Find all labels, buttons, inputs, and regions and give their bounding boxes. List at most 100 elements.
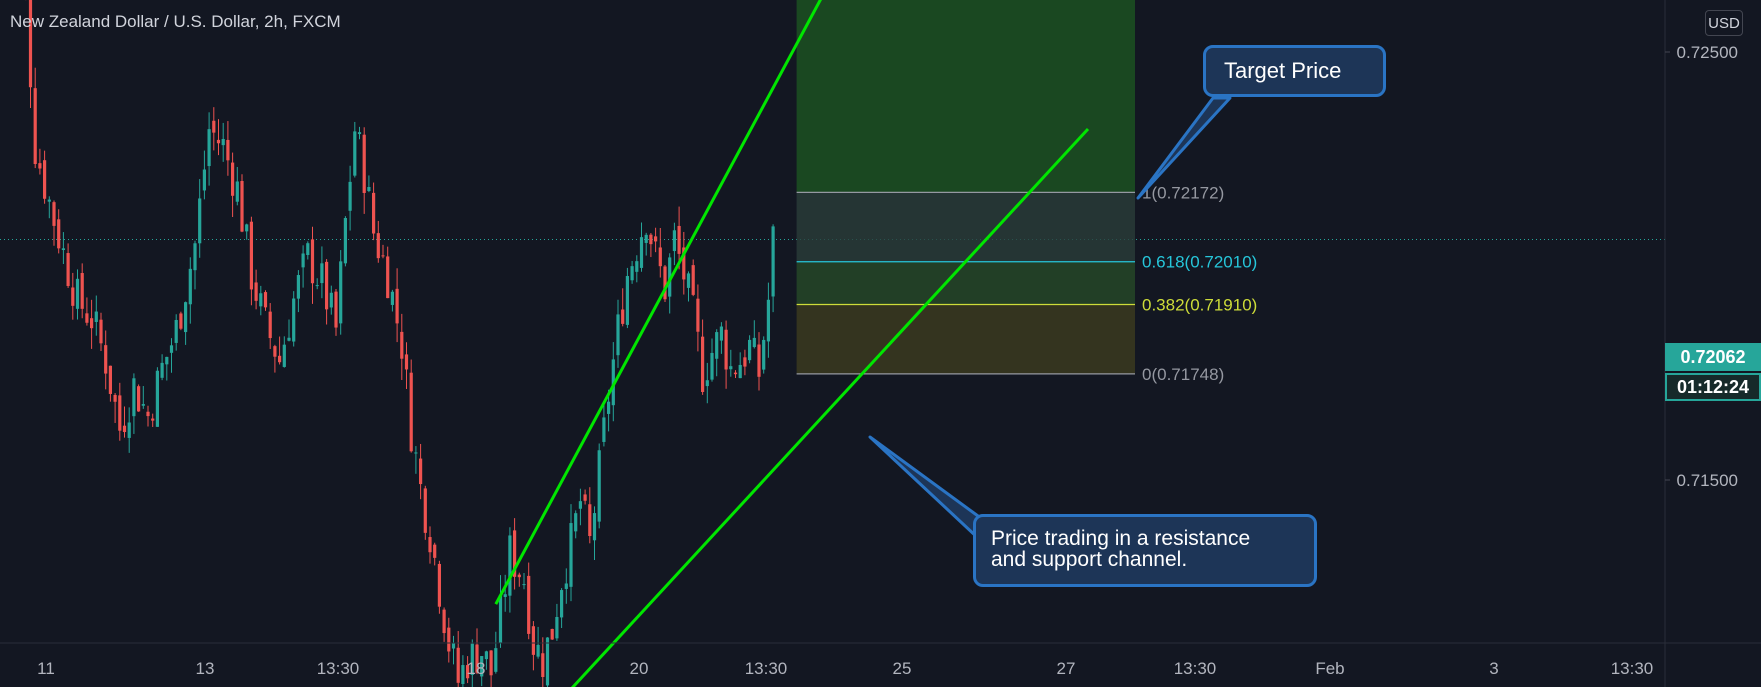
candle-body [155,370,159,427]
candle-body [137,386,141,412]
candle-body [296,275,300,299]
fib-zone-middle [796,261,1135,305]
candle-body [592,513,597,541]
candle-body [240,181,244,232]
candle-body [357,132,362,135]
candle-body [686,273,691,288]
candle-body [710,352,714,380]
candle-body [43,160,47,199]
candle-body [475,644,479,673]
candle-body [367,186,371,192]
candle-body [527,575,531,634]
candle-body [315,285,319,287]
symbol-title[interactable]: New Zealand Dollar / U.S. Dollar, 2h, FX… [10,12,341,31]
candle-body [461,665,465,684]
candle-body [569,523,573,587]
candle-body [376,233,380,259]
candle-body [771,226,775,297]
candle-body [362,134,366,193]
candle-body [329,292,333,308]
current-price-badge: 0.72062 [1665,343,1761,371]
fib-level-label: 1(0.72172) [1142,183,1224,202]
candle-body [508,535,512,596]
candle-body [104,345,108,374]
candle-body [193,243,197,271]
candle-body [33,88,37,165]
candle-body [701,336,705,392]
candle-body [414,452,418,454]
candle-body [259,293,263,307]
candle-body [146,411,150,417]
candle-body [513,530,517,577]
candle-body [724,329,728,370]
candle-body [715,332,719,359]
candle-body [85,313,89,323]
candle-body [437,563,441,607]
candle-body [616,314,620,356]
fib-level-label: 0.382(0.71910) [1142,296,1257,315]
candle-body [470,643,474,675]
candle-body [536,644,540,657]
candle-body [588,504,592,537]
candle-body [118,395,122,431]
candle-body [635,261,639,272]
candle-body [649,234,653,245]
currency-button[interactable]: USD [1705,10,1743,36]
candle-body [57,219,61,249]
candle-body [221,138,225,146]
candle-body [691,265,695,295]
candle-body [574,513,578,532]
time-tick-label: 3 [1489,659,1498,678]
time-tick-label: 13:30 [317,659,360,678]
candle-body [705,380,709,387]
candle-body [320,263,324,284]
candle-body [658,247,662,267]
candle-body [372,192,376,234]
price-tick-label: 0.72500 [1677,43,1738,62]
trendline-resistance[interactable] [494,0,919,605]
target-price-callout[interactable]: Target Price [1203,45,1386,97]
candle-body [343,218,347,264]
candle-body [602,417,606,442]
candle-body [207,129,211,167]
candle-body [28,0,33,88]
channel-callout[interactable]: Price trading in a resistance and suppor… [973,514,1317,587]
candle-body [278,355,282,363]
channel-text-line1: Price trading in a resistance [991,527,1251,550]
candle-body [99,319,103,344]
candle-body [677,225,681,254]
trendline-support[interactable] [543,128,1090,687]
candle-body [564,583,568,589]
candle-body [423,488,427,533]
candle-body [451,643,456,649]
candle-body [325,261,329,310]
candle-body [654,236,658,242]
candle-body [757,344,761,377]
candle-body [522,584,526,586]
candle-body [447,627,451,652]
candle-body [748,339,752,361]
candle-body [71,287,75,306]
time-tick-label: 25 [893,659,912,678]
candle-body [442,609,446,634]
candle-body [762,339,766,370]
candle-body [550,628,554,640]
candle-body [188,268,192,305]
candle-body [216,139,221,144]
candle-body [682,247,686,280]
candle-body [47,199,51,202]
candle-body [607,401,611,414]
candle-body [428,537,432,553]
candle-body [212,120,216,133]
candle-body [578,501,582,509]
target-callout-pointer [1136,96,1232,200]
candle-body [249,221,253,290]
time-tick-label: 13 [196,659,215,678]
candle-body [738,364,742,379]
candle-body [348,181,352,211]
time-tick-label: 13:30 [1611,659,1654,678]
candle-body [433,544,437,558]
channel-text-line2: and support channel. [991,548,1188,571]
candle-body [151,418,155,421]
